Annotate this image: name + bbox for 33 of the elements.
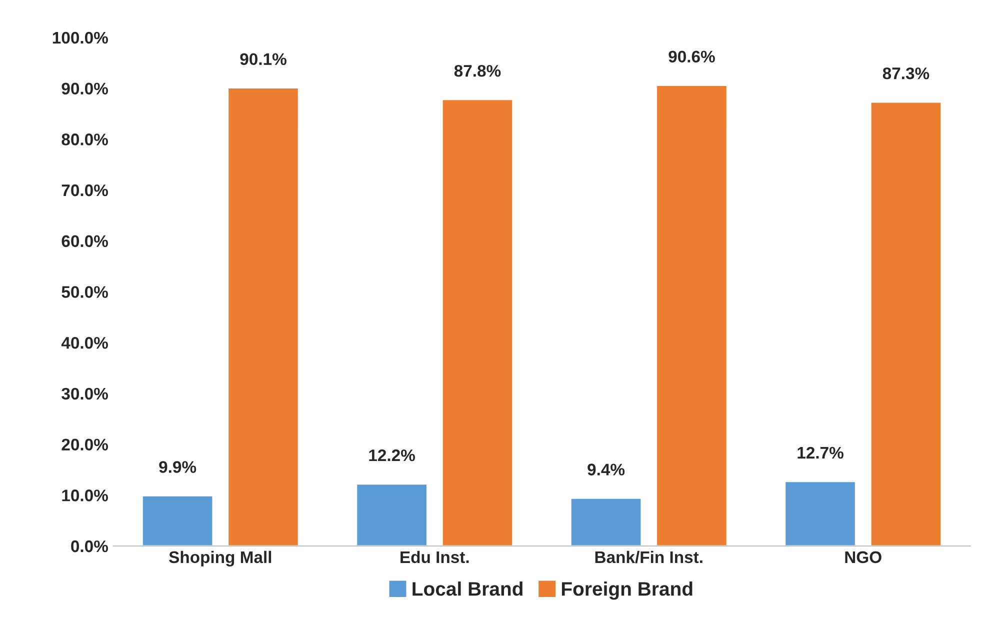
bar xyxy=(870,101,942,546)
y-tick-label: 0.0% xyxy=(71,540,108,552)
y-tick-label: 40.0% xyxy=(61,336,108,349)
bar xyxy=(441,98,514,546)
y-tick-label: 20.0% xyxy=(62,438,108,450)
bar xyxy=(142,494,214,546)
y-tick-label: 10.0% xyxy=(62,490,108,502)
legend-label: Local Brand xyxy=(412,581,522,596)
bar xyxy=(570,498,642,546)
bar xyxy=(656,84,728,546)
y-tick-label: 60.0% xyxy=(62,235,108,248)
y-tick-label: 70.0% xyxy=(62,184,108,196)
data-label: 9.4% xyxy=(588,464,625,476)
data-label: 87.3% xyxy=(882,67,930,80)
data-label: 12.2% xyxy=(369,449,415,462)
y-tick-label: 90.0% xyxy=(62,82,108,94)
x-tick-label: NGO xyxy=(845,551,882,564)
y-tick-label: 50.0% xyxy=(62,286,108,298)
x-tick-label: Edu Inst. xyxy=(400,550,469,564)
x-tick-label: Shoping Mall xyxy=(169,550,272,566)
bar xyxy=(227,87,300,546)
data-label: 90.6% xyxy=(668,50,715,63)
legend-label: Foreign Brand xyxy=(562,581,692,600)
bar xyxy=(784,480,856,546)
y-tick-label: 80.0% xyxy=(62,134,108,146)
data-label: 87.8% xyxy=(454,64,501,77)
x-tick-label: Bank/Fin Inst. xyxy=(595,550,702,564)
data-label: 12.7% xyxy=(798,446,844,459)
y-tick-label: 100.0% xyxy=(52,32,108,44)
bar xyxy=(356,483,428,546)
y-tick-label: 30.0% xyxy=(62,388,108,400)
data-label: 90.1% xyxy=(240,53,286,66)
data-label: 9.9% xyxy=(159,461,196,473)
